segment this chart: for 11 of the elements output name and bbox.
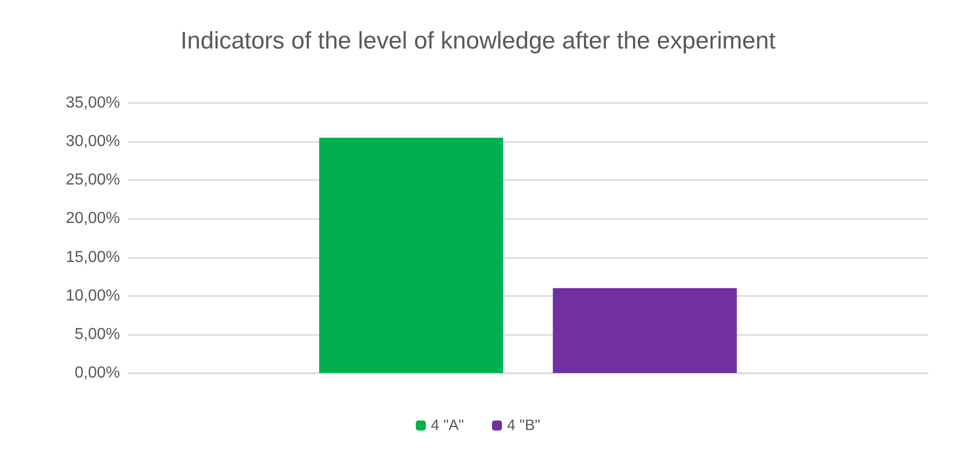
y-tick-label: 20,00% [66, 210, 120, 228]
legend-label: 4 "A" [430, 417, 464, 434]
chart-title: Indicators of the level of knowledge after the experiment [180, 28, 776, 54]
y-tick-label: 35,00% [66, 94, 120, 112]
y-tick-label: 5,00% [74, 326, 120, 343]
y-tick-label: 30,00% [66, 133, 120, 150]
y-tick-label: 0,00% [74, 364, 120, 382]
y-tick-label: 15,00% [66, 248, 120, 266]
y-tick-label: 10,00% [66, 287, 120, 304]
legend-label: 4 "B" [507, 417, 540, 434]
y-tick-label: 25,00% [66, 172, 120, 189]
